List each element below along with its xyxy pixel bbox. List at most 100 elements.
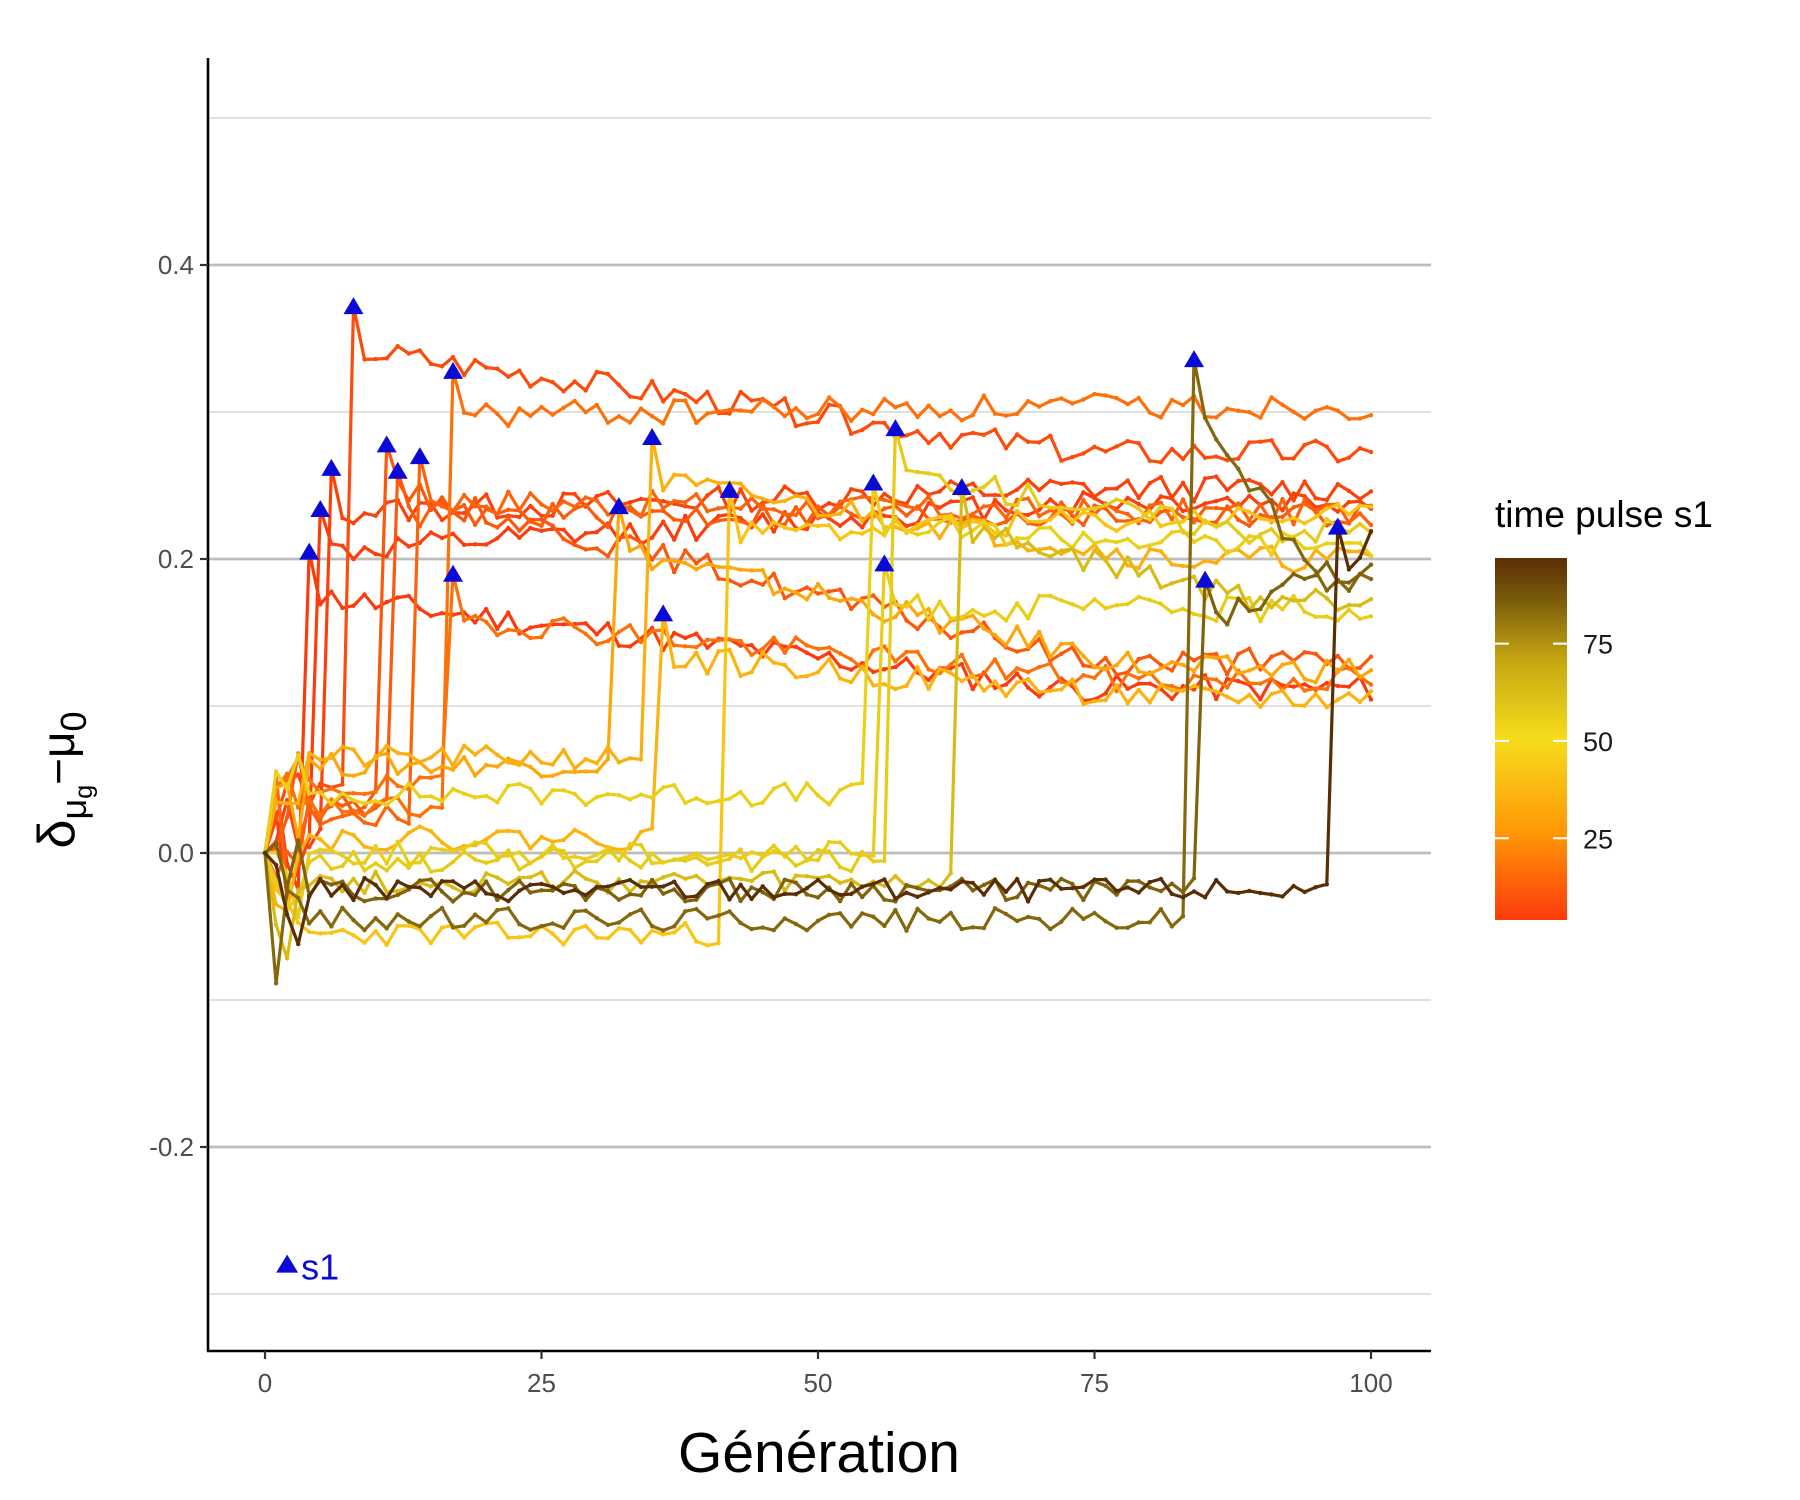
series-point	[1346, 540, 1352, 546]
series-point	[1025, 536, 1031, 541]
series-point	[771, 928, 776, 933]
series-point	[351, 747, 356, 752]
series-point	[472, 840, 478, 845]
series-point	[1225, 694, 1230, 699]
series-point	[981, 492, 987, 498]
series-point	[506, 906, 511, 911]
series-point	[926, 890, 931, 895]
series-points	[262, 484, 1374, 961]
series-point	[1335, 618, 1341, 623]
series-point	[1302, 703, 1307, 708]
series-point	[539, 528, 544, 533]
series-point	[749, 520, 754, 525]
series-point	[981, 393, 987, 398]
y-tick-label: -0.2	[149, 1132, 194, 1162]
series-point	[373, 605, 378, 611]
series-point	[1302, 576, 1307, 582]
series-point	[550, 508, 555, 513]
series-point	[450, 786, 456, 792]
series-point	[804, 858, 810, 863]
series-point	[1136, 687, 1141, 693]
series-point	[495, 875, 500, 880]
series-point	[826, 523, 832, 528]
series-point	[1103, 503, 1108, 508]
series-point	[1236, 478, 1241, 484]
series-point	[572, 791, 577, 797]
series-point	[992, 632, 998, 638]
series-point	[1081, 490, 1086, 495]
series-point	[661, 785, 666, 790]
series-point	[1114, 508, 1119, 514]
series-point	[1092, 910, 1097, 916]
series-point	[307, 791, 312, 796]
series-point	[395, 879, 400, 884]
series-point	[1147, 597, 1153, 603]
series-point	[694, 873, 699, 879]
pulse-marker-triangle-icon	[1184, 350, 1205, 368]
series-point	[384, 773, 389, 779]
series-point	[583, 859, 588, 864]
series-point	[1136, 676, 1141, 681]
series-point	[439, 925, 445, 930]
series-point	[694, 645, 699, 650]
series-point	[649, 378, 655, 384]
series-point	[428, 775, 434, 780]
series-point	[793, 528, 799, 533]
y-tick-label: 0.2	[158, 544, 194, 574]
series-point	[439, 805, 445, 810]
series-point	[594, 402, 599, 408]
series-point	[738, 481, 743, 486]
series-point	[417, 860, 422, 865]
series-point	[771, 843, 776, 848]
series-point	[1147, 671, 1153, 676]
series-point	[837, 840, 843, 845]
series-point	[517, 628, 522, 634]
series-point	[362, 927, 367, 933]
series-point	[362, 940, 367, 945]
series-point	[882, 897, 887, 902]
series-point	[937, 431, 942, 436]
series-point	[1247, 555, 1252, 560]
series-point	[826, 802, 832, 807]
series-point	[793, 493, 799, 498]
series-point	[1236, 505, 1241, 511]
series-point	[284, 786, 290, 792]
series-point	[1346, 588, 1352, 593]
series-point	[1302, 676, 1307, 682]
series-point	[804, 650, 810, 655]
series-point	[826, 839, 832, 845]
series-point	[1070, 507, 1075, 512]
series-point	[992, 492, 998, 498]
series-point	[340, 782, 345, 787]
series-point	[340, 927, 345, 932]
series-point	[826, 849, 832, 854]
series-point	[871, 420, 876, 425]
series-point	[815, 411, 821, 417]
series-point	[1147, 517, 1153, 522]
series-point	[981, 432, 987, 437]
series-point	[307, 929, 312, 935]
series-point	[1324, 405, 1330, 410]
series-point	[1014, 545, 1020, 550]
series-point	[1335, 669, 1341, 675]
series-point	[661, 488, 666, 493]
series-point	[1103, 691, 1108, 696]
series-point	[605, 638, 611, 644]
series-point	[1025, 880, 1031, 885]
s1-annotation: s1	[276, 1247, 339, 1288]
series-point	[583, 802, 588, 808]
series-point	[926, 494, 931, 499]
pulse-marker-triangle-icon	[885, 419, 906, 437]
series-point	[904, 504, 909, 509]
series-point	[1313, 686, 1318, 691]
series-point	[605, 922, 611, 928]
series-point	[1258, 890, 1263, 896]
series-point	[1191, 673, 1197, 678]
series-point	[860, 489, 865, 494]
series-point	[1158, 585, 1164, 590]
series-point	[1368, 576, 1374, 582]
series-point	[1125, 701, 1130, 706]
series-point	[594, 493, 599, 499]
series-point	[1158, 540, 1164, 545]
series-point	[1059, 886, 1064, 891]
